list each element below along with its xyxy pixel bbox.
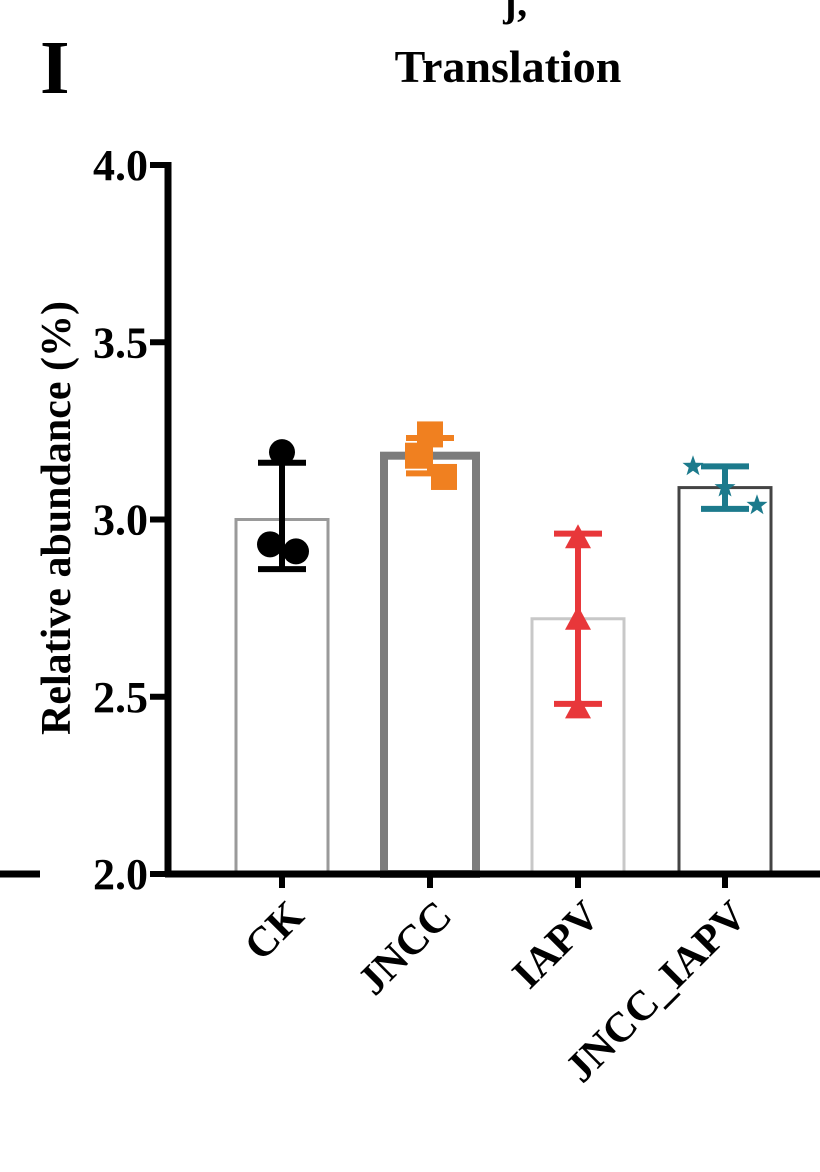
y-tick-label: 4.0: [93, 141, 148, 190]
y-axis-label: Relative abundance (%): [34, 301, 80, 735]
data-point-ck: [269, 439, 295, 466]
data-point-iapv: [565, 605, 591, 630]
plot-area: [234, 421, 773, 878]
data-point-jncc-iapv: [682, 455, 704, 476]
top-fragment: ʃ,: [502, 0, 527, 25]
chart-title: Translation: [395, 41, 622, 92]
data-point-jncc-iapv: [746, 494, 768, 515]
data-point-jncc-iapv: [714, 476, 736, 497]
y-tick-label: 3.0: [93, 496, 148, 545]
x-tick-label: CK: [236, 892, 313, 969]
data-point-jncc: [431, 463, 457, 490]
data-point-ck: [257, 531, 283, 558]
data-point-iapv: [565, 694, 591, 719]
bar-jncc-iapv: [677, 486, 773, 876]
x-tick-label: IAPV: [504, 893, 609, 998]
bar-ck: [234, 518, 330, 876]
y-tick-label: 3.5: [93, 318, 148, 367]
x-tick-label: JNCC: [349, 893, 461, 1005]
data-point-jncc: [405, 442, 431, 469]
y-tick-label: 2.0: [93, 850, 148, 899]
data-point-ck: [283, 538, 309, 565]
panel-label: I: [40, 26, 70, 110]
y-tick-label: 2.5: [93, 673, 148, 722]
bar-jncc: [380, 451, 480, 878]
data-point-iapv: [565, 524, 591, 549]
